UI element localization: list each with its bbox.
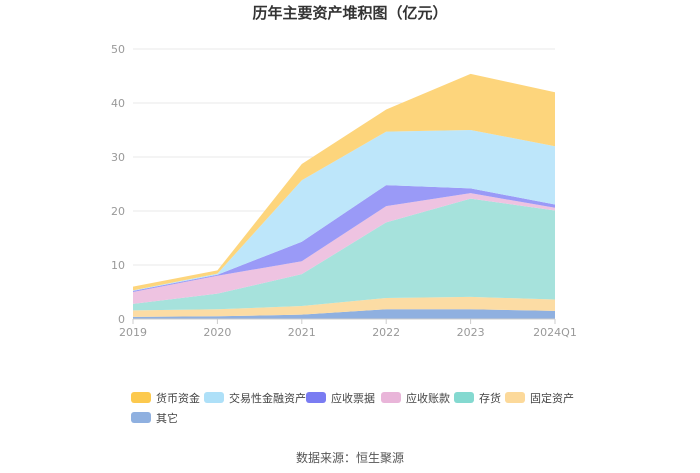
data-source: 数据来源：恒生聚源 (296, 450, 404, 465)
axes: 0 10 20 30 40 50 2019 2020 2021 2022 2023 2024Q1 (111, 43, 577, 339)
area-series-3 (133, 198, 555, 311)
y-tick-label: 40 (111, 97, 125, 110)
legend-item[interactable]: 货币资金 (131, 391, 200, 405)
x-tick-label: 2019 (119, 326, 147, 339)
legend-swatch (381, 392, 401, 403)
x-tick-label: 2021 (288, 326, 316, 339)
area-series-6 (133, 130, 555, 291)
legend-item[interactable]: 固定资产 (505, 391, 574, 405)
legend-label: 存货 (479, 391, 501, 405)
chart-title: 历年主要资产堆积图（亿元） (252, 4, 447, 22)
y-tick-label: 50 (111, 43, 125, 56)
legend-swatch (454, 392, 474, 403)
area-series (133, 73, 555, 319)
legend-swatch (131, 412, 151, 423)
area-series-1 (133, 309, 555, 319)
legend-label: 固定资产 (530, 391, 574, 405)
legend-label: 其它 (156, 411, 178, 425)
legend-swatch (306, 392, 326, 403)
legend-item[interactable]: 存货 (454, 391, 501, 405)
area-series-2 (133, 296, 555, 317)
x-tick-label: 2023 (457, 326, 485, 339)
legend-item[interactable]: 其它 (131, 411, 178, 425)
x-tick-label: 2024Q1 (533, 326, 577, 339)
legend-swatch (204, 392, 224, 403)
area-series-4 (133, 193, 555, 304)
y-tick-label: 0 (118, 313, 125, 326)
legend-item[interactable]: 交易性金融资产 (204, 391, 306, 405)
area-series-7 (133, 73, 555, 291)
legend-label: 货币资金 (156, 391, 200, 405)
y-tick-label: 20 (111, 205, 125, 218)
legend-label: 交易性金融资产 (229, 391, 306, 405)
legend-item[interactable]: 应收票据 (306, 391, 375, 405)
y-tick-label: 30 (111, 151, 125, 164)
legend-swatch (131, 392, 151, 403)
y-tick-label: 10 (111, 259, 125, 272)
x-tick-label: 2020 (203, 326, 231, 339)
x-tick-label: 2022 (372, 326, 400, 339)
legend-swatch (505, 392, 525, 403)
legend-label: 应收票据 (331, 391, 375, 405)
legend-label: 应收账款 (406, 391, 450, 405)
legend-item[interactable]: 应收账款 (381, 391, 450, 405)
